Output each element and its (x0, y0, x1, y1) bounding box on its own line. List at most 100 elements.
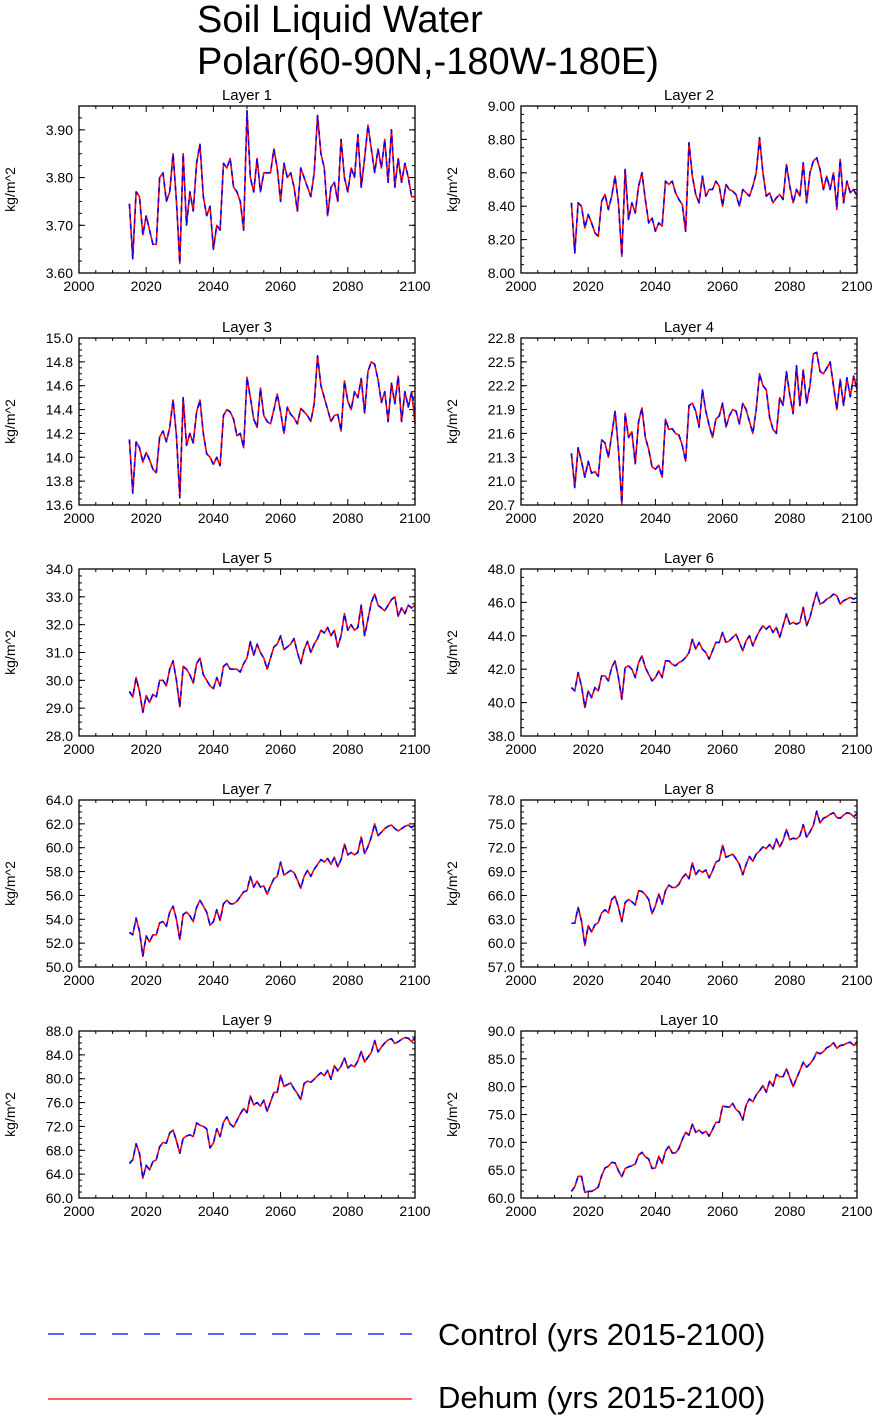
series-line-dehum (128, 823, 416, 958)
plot-frame (78, 337, 416, 506)
x-tick-label: 2100 (399, 1203, 430, 1219)
x-tick-label: 2020 (131, 1203, 162, 1219)
y-tick-label: 8.40 (488, 198, 515, 214)
panel-title: Layer 3 (222, 319, 272, 336)
x-tick-label: 2080 (774, 741, 805, 757)
chart-panel-layer-9: Layer 9 kg/m^2 2000 2020 2040 2060 2080 2100 60.… (2, 1012, 431, 1219)
chart-panel-layer-5: Layer 5 kg/m^2 2000 2020 2040 2060 2080 2100 28.… (2, 550, 431, 757)
figure-title-line2: Polar(60-90N,-180W-180E) (197, 41, 659, 83)
y-tick-label: 15.0 (46, 330, 73, 346)
x-tick-label: 2080 (332, 510, 363, 526)
y-tick-label: 3.90 (46, 122, 73, 138)
y-tick-label: 42.0 (488, 661, 515, 677)
y-tick-label: 14.8 (46, 354, 73, 370)
panel-title: Layer 9 (222, 1012, 272, 1029)
legend-label-dehum: Dehum (yrs 2015-2100) (438, 1380, 765, 1415)
series-line-control (128, 593, 416, 714)
x-tick-label: 2020 (131, 972, 162, 988)
plot-frame (78, 1030, 416, 1199)
series-line-dehum (128, 1036, 416, 1180)
x-tick-label: 2000 (63, 741, 94, 757)
x-tick-label: 2080 (332, 972, 363, 988)
x-tick-label: 2060 (265, 510, 296, 526)
y-tick-label: 3.60 (46, 265, 73, 281)
y-tick-label: 76.0 (46, 1095, 73, 1111)
y-tick-label: 90.0 (488, 1023, 515, 1039)
x-tick-label: 2060 (265, 278, 296, 294)
x-tick-label: 2040 (640, 510, 671, 526)
y-axis-label: kg/m^2 (444, 167, 460, 212)
y-tick-label: 13.8 (46, 473, 73, 489)
y-axis-label: kg/m^2 (2, 399, 18, 444)
plot-frame (520, 105, 858, 274)
series-line-control (570, 1041, 858, 1194)
x-tick-label: 2020 (131, 278, 162, 294)
x-tick-label: 2060 (707, 278, 738, 294)
legend: Control (yrs 2015-2100) Dehum (yrs 2015-… (48, 1317, 765, 1415)
y-tick-label: 3.80 (46, 170, 73, 186)
x-tick-label: 2000 (505, 510, 536, 526)
x-tick-label: 2100 (399, 510, 430, 526)
x-tick-label: 2080 (774, 278, 805, 294)
chart-panel-layer-7: Layer 7 kg/m^2 2000 2020 2040 2060 2080 2100 50.… (2, 781, 431, 988)
figure-title-line1: Soil Liquid Water (197, 0, 483, 41)
y-tick-label: 14.2 (46, 425, 73, 441)
y-tick-label: 22.8 (488, 330, 515, 346)
y-axis-label: kg/m^2 (2, 861, 18, 906)
x-tick-label: 2040 (198, 741, 229, 757)
x-tick-label: 2060 (265, 972, 296, 988)
y-tick-label: 65.0 (488, 1162, 515, 1178)
x-tick-label: 2060 (265, 741, 296, 757)
y-tick-label: 8.60 (488, 165, 515, 181)
y-tick-label: 9.00 (488, 98, 515, 114)
y-tick-label: 48.0 (488, 561, 515, 577)
x-tick-label: 2100 (841, 1203, 872, 1219)
x-tick-label: 2100 (841, 972, 872, 988)
y-tick-label: 80.0 (488, 1079, 515, 1095)
x-tick-label: 2000 (63, 1203, 94, 1219)
y-tick-label: 60.0 (488, 1190, 515, 1206)
y-tick-label: 3.70 (46, 217, 73, 233)
y-tick-label: 66.0 (488, 887, 515, 903)
x-tick-label: 2080 (332, 741, 363, 757)
series-line-control (128, 355, 416, 499)
y-tick-label: 20.7 (488, 497, 515, 513)
x-tick-label: 2040 (198, 278, 229, 294)
y-axis-label: kg/m^2 (444, 399, 460, 444)
y-tick-label: 21.9 (488, 402, 515, 418)
x-tick-label: 2060 (707, 972, 738, 988)
y-tick-label: 8.80 (488, 131, 515, 147)
y-tick-label: 44.0 (488, 628, 515, 644)
x-tick-label: 2080 (774, 510, 805, 526)
y-tick-label: 8.20 (488, 232, 515, 248)
x-tick-label: 2040 (198, 972, 229, 988)
x-tick-label: 2000 (505, 741, 536, 757)
x-tick-label: 2040 (640, 278, 671, 294)
y-axis-label: kg/m^2 (444, 630, 460, 675)
x-tick-label: 2060 (707, 1203, 738, 1219)
series-line-dehum (570, 1041, 858, 1194)
x-tick-label: 2040 (640, 972, 671, 988)
y-tick-label: 62.0 (46, 816, 73, 832)
series-line-dehum (128, 355, 416, 499)
y-tick-label: 68.0 (46, 1142, 73, 1158)
series-line-control (128, 109, 415, 265)
y-tick-label: 60.0 (46, 1190, 73, 1206)
x-tick-label: 2100 (841, 278, 872, 294)
panel-title: Layer 5 (222, 550, 272, 567)
y-tick-label: 75.0 (488, 816, 515, 832)
y-tick-label: 33.0 (46, 589, 73, 605)
panel-title: Layer 2 (664, 87, 714, 104)
y-tick-label: 13.6 (46, 497, 73, 513)
y-tick-label: 29.0 (46, 700, 73, 716)
chart-panel-layer-4: Layer 4 kg/m^2 2000 2020 2040 2060 2080 2100 20.… (444, 319, 873, 526)
y-tick-label: 69.0 (488, 864, 515, 880)
x-tick-label: 2100 (841, 510, 872, 526)
y-tick-label: 22.5 (488, 354, 515, 370)
y-tick-label: 34.0 (46, 561, 73, 577)
x-tick-label: 2000 (505, 972, 536, 988)
x-tick-label: 2100 (841, 741, 872, 757)
series-line-dehum (570, 136, 858, 258)
y-tick-label: 32.0 (46, 617, 73, 633)
series-line-control (570, 136, 858, 258)
